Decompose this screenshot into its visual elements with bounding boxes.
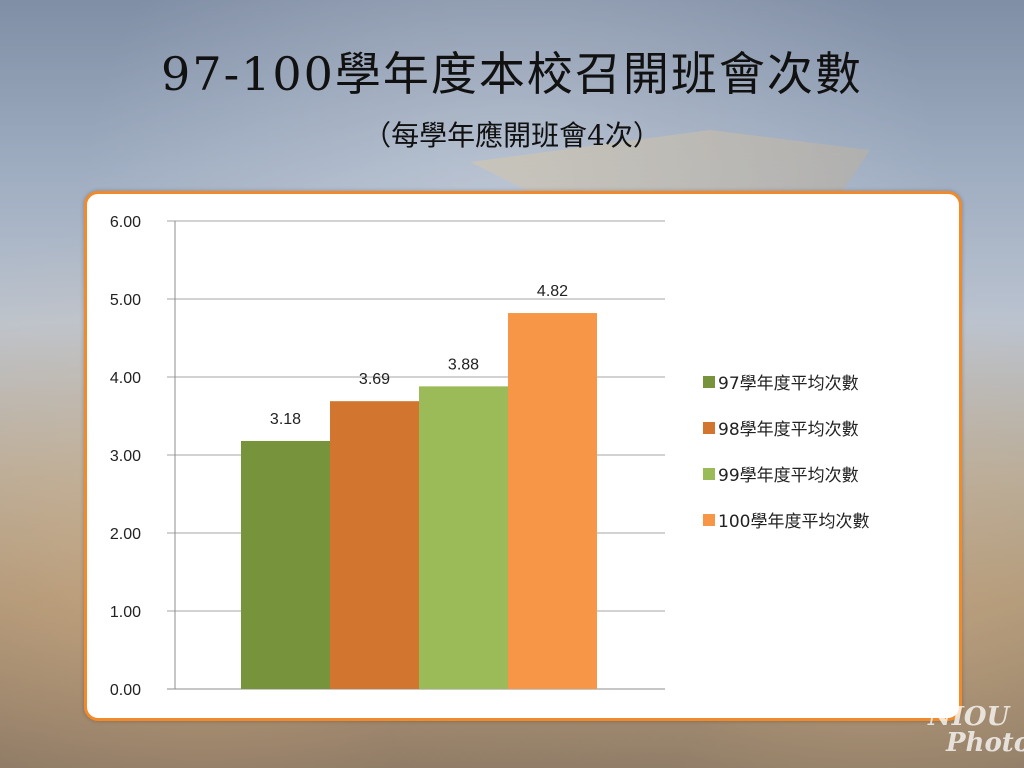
- y-tick-label: 1.00: [110, 604, 141, 621]
- slide-title: 97-100學年度本校召開班會次數: [161, 47, 863, 101]
- legend-item: 98學年度平均次數: [703, 416, 869, 440]
- watermark-line2: Photo: [946, 728, 1024, 758]
- photo-watermark: NIOU Photo: [928, 704, 1024, 764]
- legend-label: 97學年度平均次數: [718, 374, 859, 394]
- bar-data-label: 3.69: [359, 371, 390, 388]
- bar: [419, 386, 508, 689]
- chart-panel: 0.00 1.00 2.00 3.00 4.00 5.00 6.00 3.18 3.69 3.88…: [84, 191, 962, 721]
- slide-subtitle: （每學年應開班會4次）: [363, 119, 661, 152]
- bar: [241, 440, 330, 689]
- y-tick-label: 2.00: [110, 526, 141, 543]
- legend-label: 99學年度平均次數: [718, 466, 859, 486]
- legend-swatch: [703, 375, 715, 388]
- y-tick-label: 6.00: [110, 214, 141, 231]
- bar-data-label: 3.88: [448, 356, 479, 373]
- legend-item: 100學年度平均次數: [703, 508, 870, 532]
- y-tick-label: 3.00: [110, 448, 141, 465]
- y-tick-label: 0.00: [110, 682, 141, 699]
- bar-chart: 0.00 1.00 2.00 3.00 4.00 5.00 6.00 3.18 3.69 3.88…: [110, 214, 665, 699]
- legend-swatch: [703, 467, 715, 480]
- y-tick-label: 5.00: [110, 292, 141, 309]
- legend-item: 97學年度平均次數: [703, 370, 869, 394]
- bar-data-label: 3.18: [270, 411, 301, 428]
- watermark-line1: NIOU: [928, 702, 1010, 732]
- legend-swatch: [703, 421, 715, 434]
- chart-legend: 97學年度平均次數 98學年度平均次數 99學年度平均次數 100學年度平均次數: [703, 370, 869, 554]
- legend-label: 100學年度平均次數: [718, 512, 870, 532]
- bar: [330, 401, 419, 689]
- y-tick-label: 4.00: [110, 370, 141, 387]
- legend-item: 99學年度平均次數: [703, 462, 869, 486]
- bar-data-label: 4.82: [537, 283, 568, 300]
- legend-swatch: [703, 513, 715, 526]
- legend-label: 98學年度平均次數: [718, 420, 859, 440]
- bar: [508, 313, 597, 689]
